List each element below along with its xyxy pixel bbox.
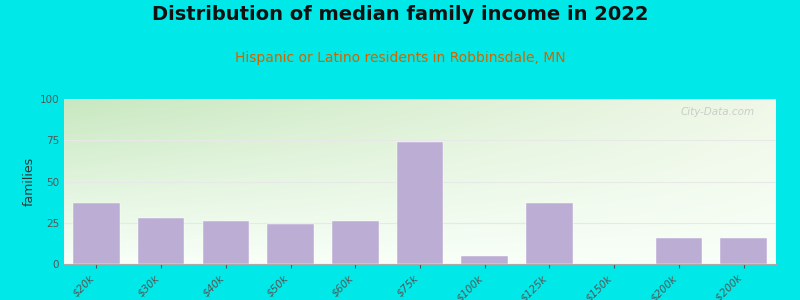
Bar <box>720 238 767 264</box>
Bar <box>656 238 702 264</box>
Text: Distribution of median family income in 2022: Distribution of median family income in … <box>152 4 648 23</box>
Y-axis label: families: families <box>22 157 35 206</box>
Text: Hispanic or Latino residents in Robbinsdale, MN: Hispanic or Latino residents in Robbinsd… <box>234 51 566 65</box>
Bar <box>397 142 443 264</box>
Bar <box>332 221 378 264</box>
Bar <box>462 256 508 264</box>
Text: City-Data.com: City-Data.com <box>681 107 754 117</box>
Bar <box>267 224 314 264</box>
Bar <box>202 221 249 264</box>
Bar <box>73 203 120 264</box>
Bar <box>138 218 184 264</box>
Bar <box>526 203 573 264</box>
